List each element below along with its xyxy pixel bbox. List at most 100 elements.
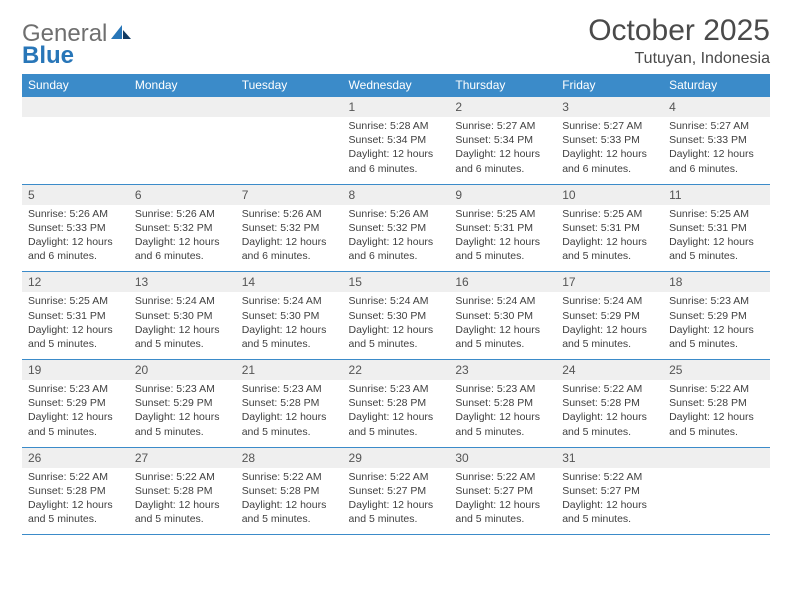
sunset-line: Sunset: 5:33 PM <box>28 221 123 235</box>
day-cell: Sunrise: 5:26 AMSunset: 5:33 PMDaylight:… <box>22 205 129 272</box>
sunrise-value: 5:22 AM <box>604 471 643 483</box>
location: Tutuyan, Indonesia <box>588 50 770 68</box>
sunrise-label: Sunrise: <box>135 208 174 220</box>
weekday-sunday: Sunday <box>22 74 129 97</box>
sunrise-value: 5:25 AM <box>497 208 536 220</box>
page-title: October 2025 <box>588 14 770 48</box>
day-details: Sunrise: 5:26 AMSunset: 5:32 PMDaylight:… <box>343 205 450 272</box>
daylight-line: Daylight: 12 hours and 6 minutes. <box>242 235 337 263</box>
daynum-cell: 9 <box>449 184 556 205</box>
daynum-cell: 2 <box>449 97 556 117</box>
daynum-cell: 7 <box>236 184 343 205</box>
sunrise-line: Sunrise: 5:23 AM <box>28 382 123 396</box>
sunset-line: Sunset: 5:33 PM <box>562 133 657 147</box>
sunset-label: Sunset: <box>455 222 491 234</box>
week-row: Sunrise: 5:26 AM Sunset: 5:33 PM Daylight:… <box>22 205 770 272</box>
sunset-line: Sunset: 5:31 PM <box>669 221 764 235</box>
day-cell: Sunrise: 5:27 AMSunset: 5:33 PMDaylight:… <box>663 117 770 184</box>
sunrise-line: Sunrise: 5:25 AM <box>28 294 123 308</box>
sunset-value: 5:29 PM <box>601 310 640 322</box>
daynum-cell: 22 <box>343 360 450 381</box>
sunrise-label: Sunrise: <box>455 471 494 483</box>
day-details <box>663 468 770 528</box>
sunset-label: Sunset: <box>28 310 64 322</box>
day-number: 17 <box>556 272 663 292</box>
sunrise-label: Sunrise: <box>28 208 67 220</box>
daynum-cell: 8 <box>343 184 450 205</box>
sunrise-label: Sunrise: <box>455 295 494 307</box>
sunrise-value: 5:26 AM <box>390 208 429 220</box>
daynum-cell: 4 <box>663 97 770 117</box>
sunrise-label: Sunrise: <box>669 295 708 307</box>
day-number: 25 <box>663 360 770 380</box>
sunset-line: Sunset: 5:28 PM <box>28 484 123 498</box>
sunset-line: Sunset: 5:28 PM <box>669 396 764 410</box>
daylight-label: Daylight: <box>669 411 710 423</box>
sunrise-value: 5:26 AM <box>283 208 322 220</box>
day-cell <box>663 468 770 535</box>
week-row: Sunrise: 5:23 AMSunset: 5:29 PMDaylight:… <box>22 380 770 447</box>
brand-blue-wrap: Blue <box>22 42 74 70</box>
day-cell: Sunrise: 5:27 AMSunset: 5:33 PMDaylight:… <box>556 117 663 184</box>
sunrise-label: Sunrise: <box>562 208 601 220</box>
day-number: 20 <box>129 360 236 380</box>
sunrise-line: Sunrise: 5:25 AM <box>669 207 764 221</box>
sunset-line: Sunset: 5:29 PM <box>135 396 230 410</box>
sunset-label: Sunset: <box>242 485 278 497</box>
daylight-label: Daylight: <box>135 236 176 248</box>
day-details: Sunrise: 5:26 AMSunset: 5:33 PMDaylight:… <box>22 205 129 272</box>
day-cell: Sunrise: 5:23 AMSunset: 5:28 PMDaylight:… <box>343 380 450 447</box>
day-details: Sunrise: 5:23 AMSunset: 5:28 PMDaylight:… <box>236 380 343 447</box>
sunset-label: Sunset: <box>28 397 64 409</box>
sunrise-value: 5:27 AM <box>497 120 536 132</box>
day-cell: Sunrise: 5:23 AMSunset: 5:29 PMDaylight:… <box>129 380 236 447</box>
daylight-label: Daylight: <box>455 324 496 336</box>
day-cell: Sunrise: 5:23 AMSunset: 5:28 PMDaylight:… <box>449 380 556 447</box>
sunrise-line: Sunrise: 5:23 AM <box>455 382 550 396</box>
sunset-line: Sunset: 5:28 PM <box>135 484 230 498</box>
day-details <box>22 117 129 177</box>
daynum-cell: 29 <box>343 447 450 468</box>
sunrise-label: Sunrise: <box>28 471 67 483</box>
sunset-line: Sunset: 5:31 PM <box>28 309 123 323</box>
day-cell: Sunrise: 5:24 AMSunset: 5:30 PMDaylight:… <box>343 292 450 359</box>
sunset-value: 5:30 PM <box>280 310 319 322</box>
daylight-line: Daylight: 12 hours and 5 minutes. <box>28 323 123 351</box>
daynum-cell: 20 <box>129 360 236 381</box>
sunrise-value: 5:23 AM <box>283 383 322 395</box>
day-cell: Sunrise: 5:22 AMSunset: 5:28 PMDaylight:… <box>663 380 770 447</box>
sunset-value: 5:29 PM <box>708 310 747 322</box>
sunrise-label: Sunrise: <box>242 295 281 307</box>
day-number: 9 <box>449 185 556 205</box>
daylight-label: Daylight: <box>349 324 390 336</box>
day-cell: Sunrise: 5:24 AMSunset: 5:29 PMDaylight:… <box>556 292 663 359</box>
day-cell: Sunrise: 5:22 AMSunset: 5:27 PMDaylight:… <box>449 468 556 535</box>
daylight-label: Daylight: <box>455 236 496 248</box>
sunrise-label: Sunrise: <box>669 120 708 132</box>
sunrise-value: 5:22 AM <box>176 471 215 483</box>
daynum-cell: 6 <box>129 184 236 205</box>
day-details: Sunrise: 5:24 AMSunset: 5:30 PMDaylight:… <box>129 292 236 359</box>
day-details: Sunrise: 5:22 AMSunset: 5:28 PMDaylight:… <box>129 468 236 535</box>
daylight-line: Daylight: 12 hours and 5 minutes. <box>135 410 230 438</box>
sunset-value: 5:28 PM <box>67 485 106 497</box>
sunrise-value: 5:24 AM <box>390 295 429 307</box>
sunset-line: Sunset: 5:29 PM <box>669 309 764 323</box>
day-details: Sunrise: 5:22 AMSunset: 5:27 PMDaylight:… <box>556 468 663 535</box>
sunset-label: Sunset: <box>349 134 385 146</box>
daylight-label: Daylight: <box>135 324 176 336</box>
day-details: Sunrise: 5:24 AMSunset: 5:30 PMDaylight:… <box>236 292 343 359</box>
sunrise-line: Sunrise: 5:24 AM <box>349 294 444 308</box>
day-number: 30 <box>449 448 556 468</box>
sunrise-label: Sunrise: <box>562 383 601 395</box>
sunrise-line: Sunrise: 5:22 AM <box>455 470 550 484</box>
weekday-monday: Monday <box>129 74 236 97</box>
sunset-line: Sunset: 5:29 PM <box>28 396 123 410</box>
sunset-line: Sunset: 5:27 PM <box>349 484 444 498</box>
sunrise-value: 5:23 AM <box>390 383 429 395</box>
sunset-value: 5:30 PM <box>494 310 533 322</box>
weekday-header-row: Sunday Monday Tuesday Wednesday Thursday… <box>22 74 770 97</box>
sunrise-label: Sunrise: <box>669 383 708 395</box>
sunrise-value: 5:27 AM <box>711 120 750 132</box>
sunrise-line: Sunrise: 5:22 AM <box>28 470 123 484</box>
